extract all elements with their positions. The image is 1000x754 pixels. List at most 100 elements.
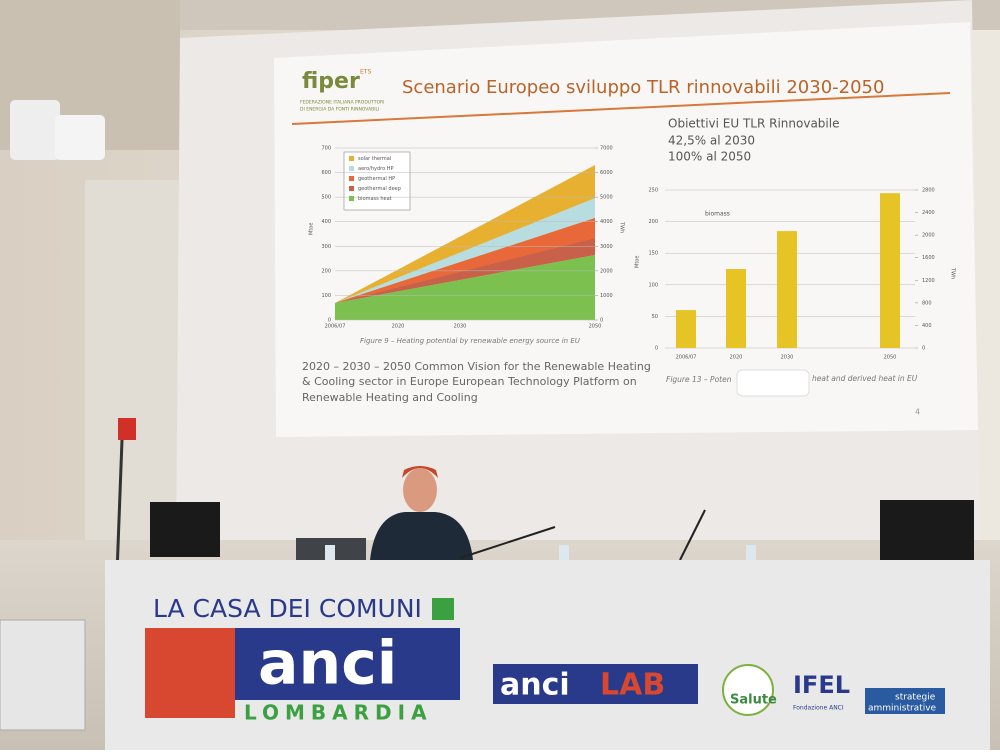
y2-tick-label: 1000 — [600, 293, 613, 299]
presenter — [370, 466, 473, 560]
strategie: strategie — [895, 693, 936, 703]
legend-swatch — [349, 196, 354, 201]
y-tick-label: 50 — [652, 314, 658, 320]
legend-box — [343, 151, 411, 211]
ifel-sub: Fondazione ANCI — [793, 705, 844, 712]
y2-tick-label: 4000 — [600, 219, 613, 225]
salute-badge — [722, 664, 774, 716]
y-tick-label: 600 — [321, 170, 331, 176]
y-tick-label: 200 — [321, 268, 331, 274]
salute: Salute — [730, 693, 777, 708]
brand-background — [235, 628, 460, 700]
goal: Obiettivi EU TLR Rinnovabile — [668, 117, 839, 131]
y-tick-label: 150 — [648, 251, 658, 257]
logo-sup: ETS — [360, 69, 371, 76]
bar — [676, 310, 696, 348]
y-tick-label: 500 — [321, 195, 331, 201]
legend-swatch — [349, 186, 354, 191]
slide: fiper ETS FEDERAZIONE ITALIANA PRODUTTOR… — [274, 22, 978, 437]
area-aero — [335, 198, 595, 303]
strategie-background — [865, 688, 945, 714]
y-axis-label: Mtoe — [309, 223, 315, 235]
goal: 100% al 2050 — [668, 150, 751, 164]
y2-tick-label: 0 — [922, 346, 925, 352]
x-tick-label: 2006/07 — [325, 324, 346, 330]
y2-tick-label: 7000 — [600, 146, 613, 152]
caption: Figure 13 – Poten — [666, 375, 732, 384]
head — [403, 468, 437, 512]
water-bottle — [559, 545, 569, 563]
x-tick-label: 2020 — [392, 324, 405, 330]
chair — [0, 619, 86, 731]
y2-tick-label: 1600 — [922, 255, 935, 261]
banner-square — [432, 598, 454, 620]
vision-text: Renewable Heating and Cooling — [302, 391, 478, 404]
y-tick-label: 400 — [321, 219, 331, 225]
page-number: 4 — [915, 408, 920, 417]
y2-tick-label: 3000 — [600, 244, 613, 250]
y2-tick-label: 6000 — [600, 170, 613, 176]
bar — [880, 193, 900, 348]
y-tick-label: 0 — [655, 346, 658, 352]
laptop — [150, 502, 220, 557]
y-tick-label: 100 — [321, 293, 331, 299]
y-tick-label: 100 — [648, 282, 658, 288]
water-bottle — [746, 545, 756, 563]
title-rule — [291, 92, 951, 125]
vision-text: & Cooling sector in Europe European Tech… — [302, 375, 637, 388]
y2-tick-label: 0 — [600, 318, 603, 324]
y2-tick-label: 1200 — [922, 278, 935, 284]
lab: anci — [500, 668, 570, 703]
speaker-box — [10, 100, 60, 160]
legend-entry: geothermal deep — [358, 186, 401, 192]
legend-swatch — [349, 166, 354, 171]
vision-text: 2020 – 2030 – 2050 Common Vision for the… — [302, 360, 651, 373]
logo-sub: FEDERAZIONE ITALIANA PRODUTTORI — [300, 100, 385, 106]
slide-title: Scenario Europeo sviluppo TLR rinnovabil… — [402, 77, 884, 98]
x-tick-label: 2030 — [781, 355, 794, 361]
slide-background — [274, 22, 978, 437]
ifel: IFEL — [793, 671, 850, 699]
y2-tick-label: 5000 — [600, 195, 613, 201]
speaker-box — [55, 115, 105, 160]
x-tick-label: 2050 — [884, 355, 897, 361]
y-axis-label: Mtoe — [635, 256, 641, 268]
logo: fiper — [302, 69, 360, 94]
area-solar — [335, 165, 595, 303]
water-bottle — [325, 545, 335, 563]
y-tick-label: 250 — [648, 188, 658, 194]
series-label-bg — [696, 209, 740, 219]
torso — [370, 512, 473, 560]
legend-entry: aero/hydro HP — [358, 166, 394, 172]
goal: 42,5% al 2030 — [668, 134, 755, 148]
x-tick-label: 2050 — [589, 324, 602, 330]
y2-tick-label: 2000 — [922, 233, 935, 239]
area-biomass — [335, 255, 595, 320]
left-chart: Mtoe TWh Figure 9 – Heating potential by… — [309, 146, 625, 346]
lab: LAB — [600, 668, 665, 703]
hair — [402, 466, 438, 478]
bar — [726, 269, 746, 348]
lab-background — [493, 664, 698, 704]
y-tick-label: 0 — [328, 318, 331, 324]
y2-tick-label: 2800 — [922, 188, 935, 194]
city-icon — [145, 628, 235, 718]
banner-region: LOMBARDIA — [244, 701, 433, 725]
microphone — [679, 509, 706, 561]
y2-tick-label: 2000 — [600, 268, 613, 274]
area-geo-hp — [335, 218, 595, 303]
x-tick-label: 2006/07 — [676, 355, 697, 361]
legend-entry: biomass heat — [358, 196, 392, 202]
caption: heat and derived heat in EU — [812, 374, 918, 383]
x-tick-label: 2020 — [730, 355, 743, 361]
x-tick-label: 2030 — [454, 324, 467, 330]
y2-tick-label: 800 — [922, 300, 932, 306]
banner-brand: anci — [258, 629, 397, 699]
caption: Figure 9 – Heating potential by renewabl… — [360, 337, 580, 345]
exit-sign — [118, 418, 136, 440]
y-tick-label: 700 — [321, 146, 331, 152]
area-geo-deep — [335, 238, 595, 303]
y2-tick-label: 2400 — [922, 210, 935, 216]
